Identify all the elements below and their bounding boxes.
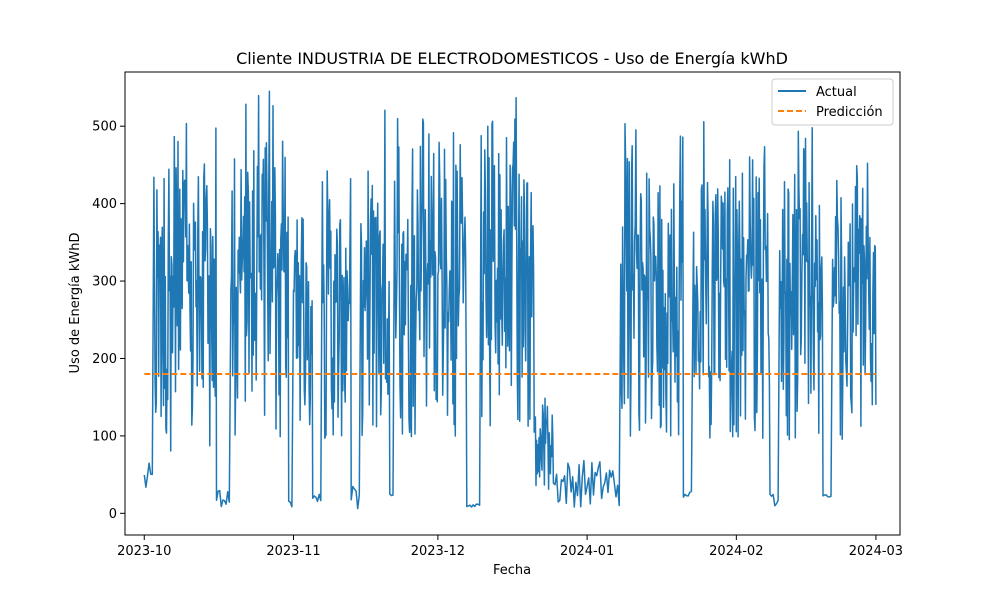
legend-label-prediccion: Predicción [816, 105, 883, 120]
x-tick-label: 2023-10 [117, 544, 171, 559]
y-tick-label: 500 [92, 120, 117, 135]
legend: Actual Predicción [771, 78, 894, 126]
y-tick-label: 0 [109, 507, 117, 522]
series-actual-line [143, 90, 877, 510]
x-tick-label: 2024-02 [709, 544, 763, 559]
y-tick-label: 300 [92, 275, 117, 290]
plot-area [124, 71, 901, 536]
x-tick-label: 2024-01 [560, 544, 614, 559]
y-tick-label: 100 [92, 429, 117, 444]
legend-label-actual: Actual [816, 85, 857, 100]
series-actual [143, 90, 877, 510]
x-tick-label: 2023-11 [266, 544, 320, 559]
axes-frame [124, 71, 901, 536]
x-axis-label: Fecha [493, 563, 531, 578]
chart-title: Cliente INDUSTRIA DE ELECTRODOMESTICOS -… [236, 49, 788, 68]
x-tick-label: 2023-12 [411, 544, 465, 559]
y-tick-label: 200 [92, 352, 117, 367]
y-axis-label: Uso de Energía kWhD [68, 233, 83, 374]
y-tick-label: 400 [92, 197, 117, 212]
y-axis: 0 100 200 300 400 500 [92, 120, 125, 522]
x-axis: 2023-10 2023-11 2023-12 2024-01 2024-02 2024-… [117, 535, 903, 559]
x-tick-label: 2024-03 [849, 544, 903, 559]
